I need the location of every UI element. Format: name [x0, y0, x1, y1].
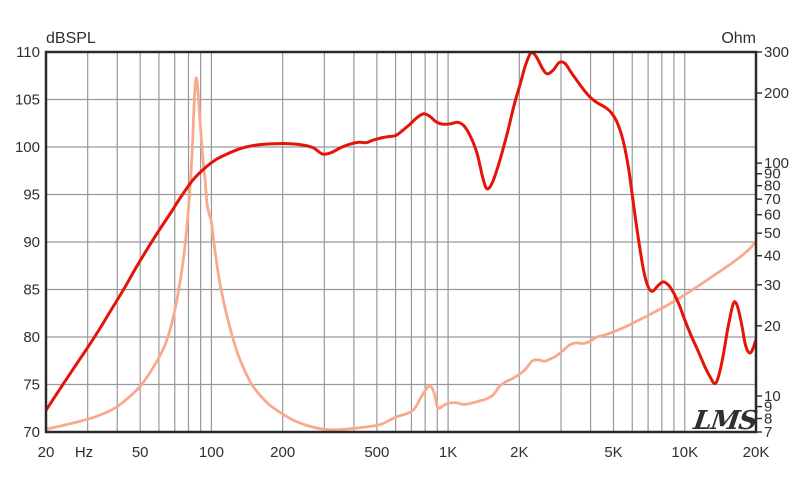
right-axis-tick-label: 7 — [764, 424, 772, 441]
right-axis-tick-label: 50 — [764, 225, 781, 242]
left-axis-tick-label: 95 — [23, 187, 40, 204]
left-axis-tick-label: 75 — [23, 377, 40, 394]
x-axis-tick-label: 20K — [743, 444, 770, 461]
left-axis-tick-label: 80 — [23, 329, 40, 346]
right-axis-tick-label: 20 — [764, 318, 781, 335]
plot-border — [44, 50, 758, 434]
right-axis-tick-label: 90 — [764, 166, 781, 183]
left-axis-tick-label: 100 — [15, 139, 40, 156]
left-axis-tick-label: 110 — [16, 44, 40, 61]
x-axis-tick-label: 100 — [199, 444, 224, 461]
curve-layer — [46, 52, 756, 432]
x-axis-unit-label: Hz — [75, 444, 93, 461]
grid-layer — [46, 52, 756, 432]
right-axis-tick-label: 30 — [764, 277, 781, 294]
left-axis-tick-label: 90 — [23, 234, 40, 251]
left-axis-labels: 110 105 100 95 90 85 80 75 70 — [15, 44, 40, 441]
x-axis-tick-label: 50 — [132, 444, 149, 461]
x-axis-labels: 20 50 100 200 500 1K 2K 5K 10K 20K Hz — [38, 444, 770, 461]
right-axis-tick-label: 70 — [764, 191, 781, 208]
right-axis-tick-label: 8 — [764, 410, 772, 427]
right-axis-unit-label: Ohm — [721, 30, 756, 47]
right-axis-tick-label: 300 — [764, 44, 789, 61]
impedance-curve — [46, 76, 756, 432]
x-axis-tick-label: 200 — [270, 444, 295, 461]
left-axis-unit-label: dBSPL — [46, 30, 96, 47]
left-axis-tick-label: 105 — [15, 92, 40, 109]
x-axis-tick-label: 2K — [510, 444, 528, 461]
left-axis-tick-label: 70 — [23, 424, 40, 441]
x-axis-tick-label: 5K — [604, 444, 622, 461]
right-axis-tick-label: 40 — [764, 248, 781, 265]
spl-curve — [46, 52, 756, 412]
right-axis-tick-label: 80 — [764, 178, 781, 195]
left-axis-tick-label: 85 — [23, 282, 40, 299]
x-axis-tick-label: 1K — [439, 444, 457, 461]
right-axis-tick-label: 200 — [764, 85, 789, 102]
right-axis-tick-label: 10 — [764, 388, 781, 405]
right-axis-tick-label: 60 — [764, 207, 781, 224]
x-axis-tick-label: 10K — [671, 444, 698, 461]
x-axis-tick-label: 500 — [364, 444, 389, 461]
lms-logo: LMS — [691, 405, 759, 436]
right-axis-tick-label: 100 — [764, 155, 789, 172]
x-axis-tick-label: 20 — [38, 444, 55, 461]
right-axis-tick-label: 9 — [764, 399, 772, 416]
